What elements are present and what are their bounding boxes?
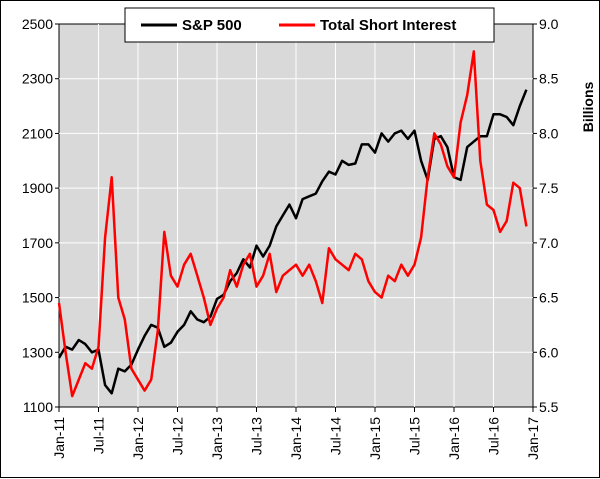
x-tick-label: Jul-11 [91, 417, 107, 454]
right-axis: 5.5 6.0 6.5 7.0 7.5 8.0 8.5 9.0 [533, 16, 559, 415]
left-tick-label: 1900 [22, 180, 53, 196]
right-tick-label: 8.0 [539, 125, 559, 141]
x-tick-label: Jan-13 [209, 417, 225, 460]
x-tick-label: Jul-14 [328, 417, 344, 455]
left-tick-label: 1300 [22, 344, 53, 360]
x-tick-label: Jan-12 [130, 417, 146, 460]
left-tick-label: 2500 [22, 16, 53, 32]
series-line-s-p-500 [57, 89, 528, 395]
left-tick-label: 1500 [22, 290, 53, 306]
right-tick-label: 9.0 [539, 16, 559, 32]
x-tick-label: Jul-16 [486, 417, 502, 455]
x-tick-label: Jan-15 [367, 417, 383, 460]
left-axis: 1100 1300 1500 1700 1900 2100 2300 2500 [22, 16, 59, 415]
left-tick-label: 1100 [23, 399, 53, 415]
series-lines [57, 50, 528, 398]
right-axis-title: Billions [580, 82, 596, 133]
series-line-total-short-interest [57, 50, 528, 398]
x-tick-label: Jan-11 [51, 417, 67, 459]
x-tick-label: Jan-16 [446, 417, 462, 460]
x-tick-label: Jul-13 [249, 417, 265, 455]
left-tick-label: 1700 [22, 235, 53, 251]
x-tick-label: Jan-17 [525, 417, 541, 460]
right-tick-label: 5.5 [539, 399, 559, 415]
right-tick-label: 6.0 [539, 344, 559, 360]
x-tick-label: Jan-14 [288, 417, 304, 460]
right-tick-label: 7.0 [539, 235, 559, 251]
x-tick-label: Jul-15 [407, 417, 423, 455]
legend: S&P 500 Total Short Interest [124, 7, 495, 43]
left-tick-label: 2100 [22, 125, 53, 141]
x-tick-label: Jul-12 [170, 417, 186, 455]
x-axis: Jan-11 Jul-11 Jan-12 Jul-12 Jan-13 Jul-13 Jan-… [51, 407, 541, 460]
left-tick-label: 2300 [22, 71, 53, 87]
right-tick-label: 7.5 [539, 180, 559, 196]
legend-label-short-interest: Total Short Interest [320, 17, 456, 34]
right-tick-label: 8.5 [539, 71, 559, 87]
right-tick-label: 6.5 [539, 290, 559, 306]
legend-label-sp500: S&P 500 [182, 17, 242, 34]
